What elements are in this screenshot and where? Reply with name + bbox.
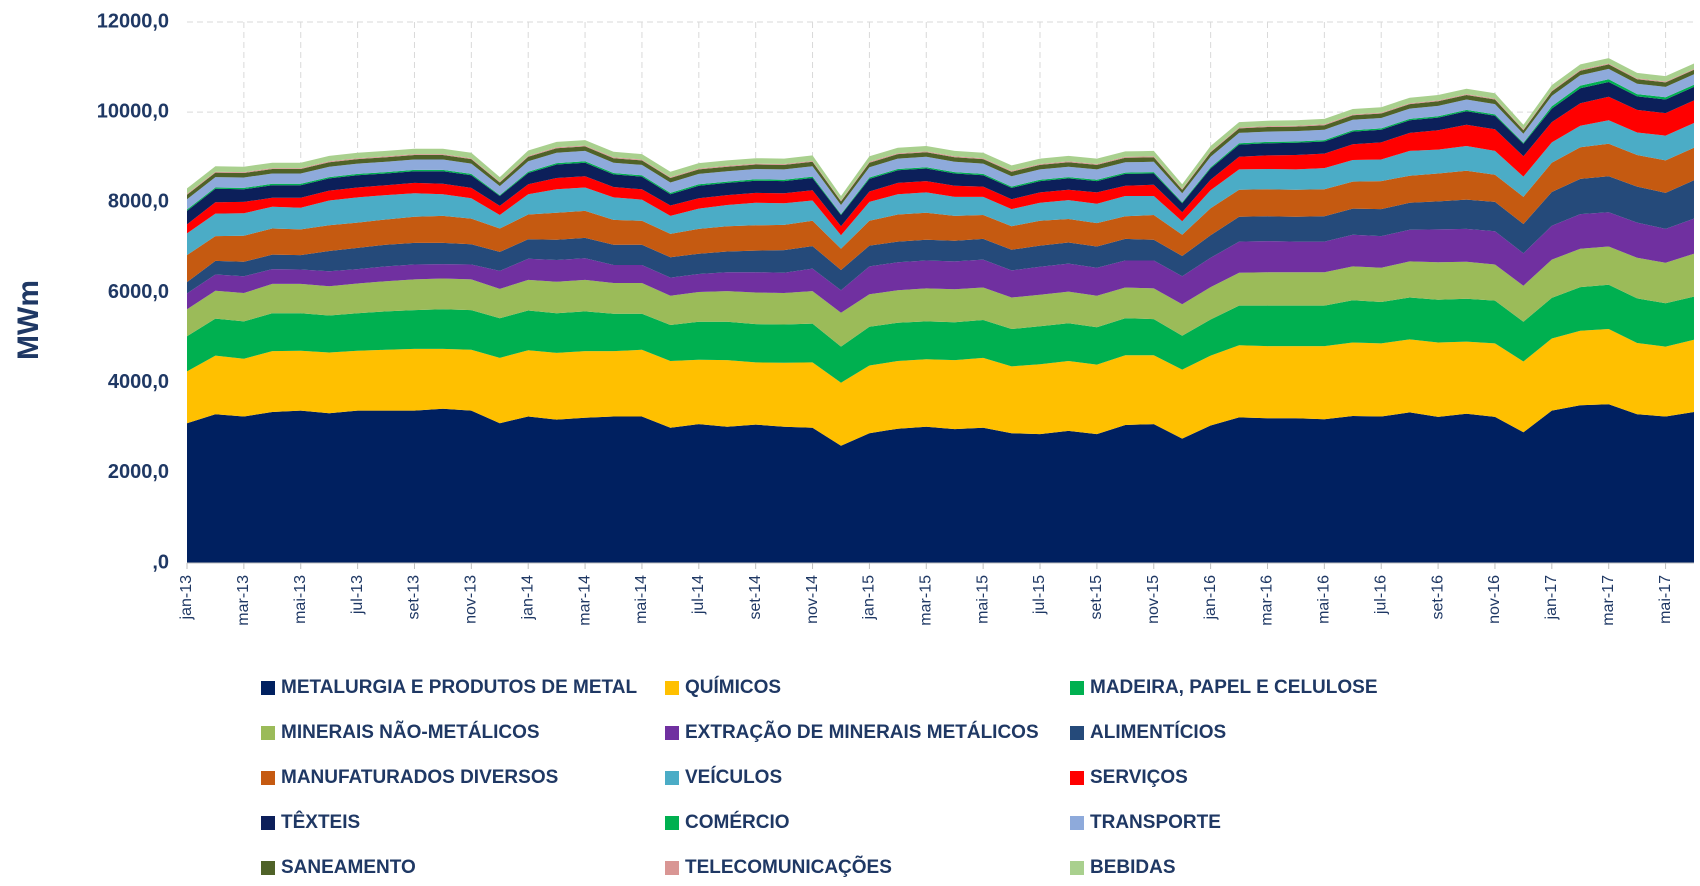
legend-label: QUÍMICOS bbox=[685, 676, 781, 698]
area bbox=[187, 329, 1694, 446]
legend-label: MINERAIS NÃO-METÁLICOS bbox=[281, 721, 540, 743]
area bbox=[187, 212, 1694, 313]
x-tick-label: jan-14 bbox=[519, 575, 536, 621]
legend-label: MADEIRA, PAPEL E CELULOSE bbox=[1090, 677, 1378, 698]
legend-label: SANEAMENTO bbox=[281, 857, 416, 878]
area bbox=[187, 284, 1694, 383]
x-tick-label: set-14 bbox=[747, 575, 764, 620]
x-tick-label: nov-13 bbox=[463, 575, 480, 624]
legend-label: VEÍCULOS bbox=[685, 766, 782, 788]
x-tick-label: set-13 bbox=[406, 575, 423, 620]
x-tick-label: jul-16 bbox=[1372, 575, 1389, 615]
legend-swatch bbox=[1070, 816, 1084, 830]
y-tick-label: 2000,0 bbox=[108, 461, 169, 483]
legend-label: MANUFATURADOS DIVERSOS bbox=[281, 767, 558, 788]
area bbox=[187, 404, 1694, 563]
areas bbox=[187, 58, 1694, 563]
x-tick-label: jul-13 bbox=[349, 575, 366, 615]
y-tick-label: 10000,0 bbox=[97, 100, 169, 122]
area bbox=[187, 246, 1694, 347]
legend-label: TELECOMUNICAÇÕES bbox=[685, 856, 892, 878]
x-tick-label: mar-14 bbox=[576, 575, 593, 626]
x-tick-label: nov-16 bbox=[1486, 575, 1503, 624]
x-tick-label: jan-17 bbox=[1543, 575, 1560, 621]
x-tick-label: set-16 bbox=[1429, 575, 1446, 620]
y-tick-label: 4000,0 bbox=[108, 371, 169, 393]
x-tick-label: mai-17 bbox=[1657, 575, 1674, 624]
legend-swatch bbox=[665, 816, 679, 830]
legend-swatch bbox=[665, 681, 679, 695]
legend-swatch bbox=[665, 771, 679, 785]
legend-swatch bbox=[261, 816, 275, 830]
legend-swatch bbox=[1070, 861, 1084, 875]
legend-swatch bbox=[261, 771, 275, 785]
y-tick-label: 12000,0 bbox=[97, 10, 169, 32]
legend-swatch bbox=[261, 681, 275, 695]
legend-swatch bbox=[665, 861, 679, 875]
x-tick-label: mar-16 bbox=[1259, 575, 1276, 626]
legend-label: TÊXTEIS bbox=[281, 811, 360, 833]
legend-swatch bbox=[1070, 681, 1084, 695]
x-tick-label: jan-16 bbox=[1202, 575, 1219, 621]
x-tick-label: mar-13 bbox=[235, 575, 252, 626]
x-tick-label: set-15 bbox=[1088, 575, 1105, 620]
x-tick-label: mar-17 bbox=[1600, 575, 1617, 626]
legend-label: SERVIÇOS bbox=[1090, 767, 1188, 788]
legend-swatch bbox=[665, 726, 679, 740]
legend-label: ALIMENTÍCIOS bbox=[1090, 721, 1226, 743]
x-tick-label: nov-15 bbox=[1145, 575, 1162, 624]
legend-swatch bbox=[261, 861, 275, 875]
x-tick-label: nov-14 bbox=[804, 575, 821, 624]
legend-label: METALURGIA E PRODUTOS DE METAL bbox=[281, 677, 637, 698]
x-tick-label: jan-15 bbox=[861, 575, 878, 621]
x-tick-label: jul-15 bbox=[1031, 575, 1048, 615]
x-tick-label: mai-13 bbox=[292, 575, 309, 624]
y-tick-label: 8000,0 bbox=[108, 191, 169, 213]
legend-label: TRANSPORTE bbox=[1090, 812, 1221, 833]
legend-label: COMÉRCIO bbox=[685, 811, 790, 833]
legend-swatch bbox=[1070, 726, 1084, 740]
x-tick-label: mai-14 bbox=[633, 575, 650, 624]
x-tick-label: jul-14 bbox=[690, 575, 707, 615]
y-axis-label: MWm bbox=[12, 280, 45, 360]
x-tick-label: mai-15 bbox=[974, 575, 991, 624]
legend-label: EXTRAÇÃO DE MINERAIS METÁLICOS bbox=[685, 721, 1039, 743]
legend-swatch bbox=[261, 726, 275, 740]
y-tick-label: 6000,0 bbox=[108, 281, 169, 303]
x-tick-label: mai-16 bbox=[1316, 575, 1333, 624]
x-tick-label: mar-15 bbox=[918, 575, 935, 626]
legend-label: BEBIDAS bbox=[1090, 857, 1176, 878]
x-tick-label: jan-13 bbox=[178, 575, 195, 621]
y-tick-label: ,0 bbox=[152, 551, 169, 573]
legend-swatch bbox=[1070, 771, 1084, 785]
